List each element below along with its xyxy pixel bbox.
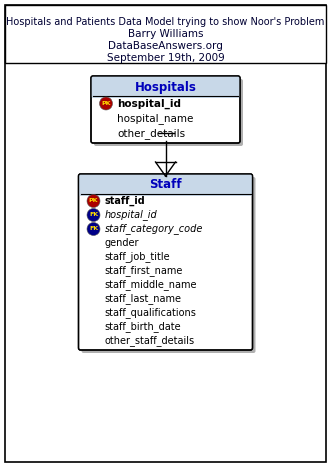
Bar: [93, 78, 238, 96]
Text: staff_first_name: staff_first_name: [105, 266, 183, 276]
FancyBboxPatch shape: [91, 76, 240, 98]
Circle shape: [87, 222, 100, 235]
Text: staff_birth_date: staff_birth_date: [105, 322, 181, 333]
Circle shape: [87, 208, 100, 221]
Text: hospital_name: hospital_name: [117, 113, 193, 124]
Text: hospital_id: hospital_id: [105, 210, 157, 220]
Circle shape: [100, 97, 113, 110]
Text: staff_qualifications: staff_qualifications: [105, 308, 196, 318]
Text: staff_middle_name: staff_middle_name: [105, 280, 197, 290]
FancyBboxPatch shape: [78, 174, 253, 350]
Text: hospital_id: hospital_id: [117, 99, 181, 109]
FancyBboxPatch shape: [94, 79, 243, 146]
Text: staff_id: staff_id: [105, 196, 145, 206]
Text: other_details: other_details: [117, 128, 185, 139]
Text: PK: PK: [101, 101, 111, 106]
Bar: [5, 5, 326, 63]
Text: FK: FK: [89, 226, 98, 232]
Text: staff_last_name: staff_last_name: [105, 294, 181, 304]
FancyBboxPatch shape: [78, 174, 253, 196]
Circle shape: [87, 194, 100, 207]
Text: staff_job_title: staff_job_title: [105, 252, 170, 262]
Text: FK: FK: [89, 212, 98, 218]
Text: other_staff_details: other_staff_details: [105, 336, 195, 347]
Text: September 19th, 2009: September 19th, 2009: [107, 53, 224, 63]
Text: PK: PK: [89, 198, 98, 204]
Text: staff_category_code: staff_category_code: [105, 224, 203, 234]
Text: Hospitals: Hospitals: [135, 80, 196, 93]
Text: Hospitals and Patients Data Model trying to show Noor's Problem: Hospitals and Patients Data Model trying…: [6, 17, 325, 27]
FancyBboxPatch shape: [91, 76, 240, 143]
Text: DataBaseAnswers.org: DataBaseAnswers.org: [108, 41, 223, 51]
Text: Staff: Staff: [149, 178, 182, 191]
Bar: [80, 176, 251, 194]
Text: Barry Williams: Barry Williams: [128, 29, 203, 39]
FancyBboxPatch shape: [81, 177, 256, 353]
Text: gender: gender: [105, 238, 139, 248]
